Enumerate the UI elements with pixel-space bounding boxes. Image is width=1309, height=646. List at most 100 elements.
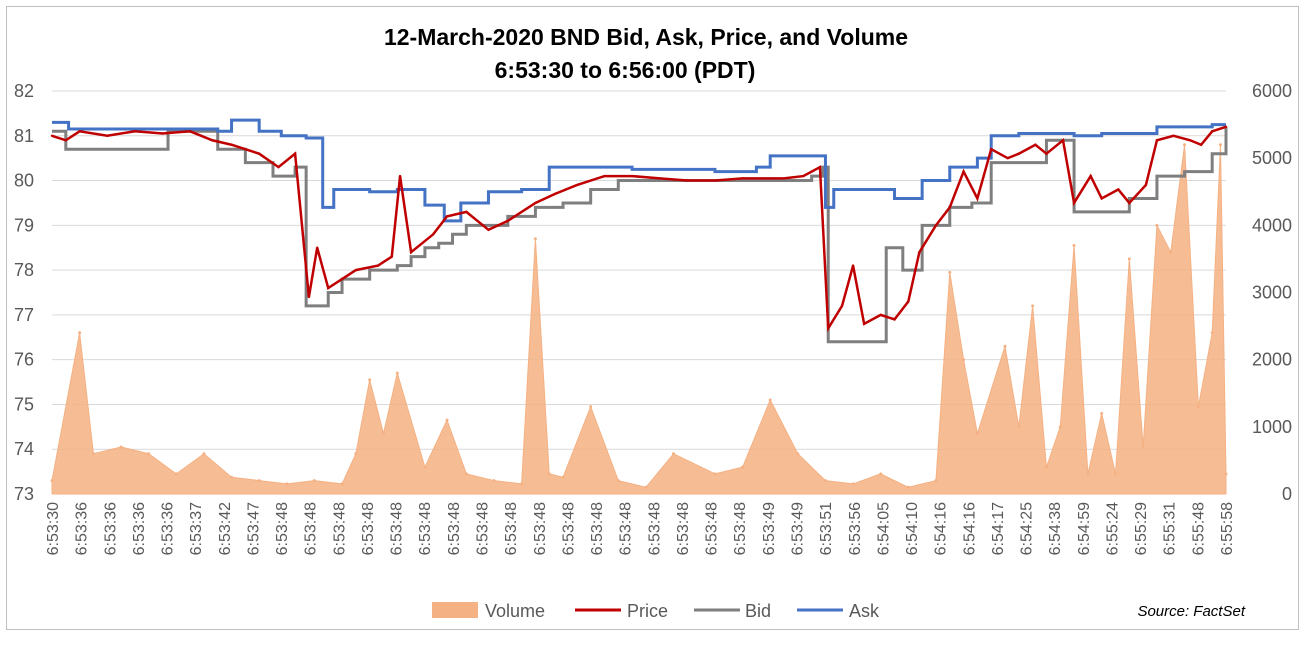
price-point xyxy=(918,251,921,254)
legend-price-label: Price xyxy=(627,601,668,621)
price-point xyxy=(432,233,435,236)
price-point xyxy=(851,264,855,267)
volume-point xyxy=(78,331,82,335)
volume-point xyxy=(851,482,855,486)
price-point xyxy=(1210,130,1214,133)
price-point xyxy=(1117,188,1120,191)
price-point xyxy=(340,277,344,281)
price-point xyxy=(1089,174,1092,178)
volume-point xyxy=(285,482,289,486)
price-point xyxy=(575,183,579,187)
volume-point xyxy=(1210,331,1214,335)
price-point xyxy=(398,174,402,178)
volume-point xyxy=(713,472,717,476)
price-point xyxy=(976,197,979,200)
x-tick-label: 6:53:36 xyxy=(102,502,119,555)
volume-series xyxy=(50,143,1228,495)
price-point xyxy=(106,134,109,137)
volume-point xyxy=(1044,465,1048,469)
price-point xyxy=(827,327,830,330)
price-point xyxy=(658,177,661,180)
price-point xyxy=(840,304,844,308)
volume-point xyxy=(1218,143,1222,147)
volume-point xyxy=(1086,472,1090,476)
x-tick-label: 6:55:48 xyxy=(1190,502,1207,555)
price-point xyxy=(962,170,965,173)
price-point xyxy=(907,300,910,303)
x-tick-label: 6:53:48 xyxy=(303,502,320,555)
volume-point xyxy=(257,479,261,483)
y-axis-right: 6000 5000 4000 3000 2000 1000 0 xyxy=(1252,81,1292,504)
volume-point xyxy=(395,371,399,375)
volume-point xyxy=(423,465,427,469)
price-point xyxy=(934,224,938,227)
volume-point xyxy=(1031,304,1035,308)
x-tick-label: 6:55:29 xyxy=(1133,502,1150,555)
volume-point xyxy=(174,472,178,476)
price-point xyxy=(534,201,537,205)
volume-point xyxy=(381,432,385,436)
volume-point xyxy=(520,482,524,486)
x-tick-label: 6:53:48 xyxy=(446,502,463,555)
volume-point xyxy=(147,452,151,456)
price-point xyxy=(293,152,297,155)
volume-point xyxy=(975,432,979,436)
chart-subtitle: 6:53:30 to 6:56:00 (PDT) xyxy=(495,57,756,83)
price-point xyxy=(64,139,68,142)
x-tick-label: 6:53:48 xyxy=(732,502,749,555)
volume-point xyxy=(368,378,372,382)
x-tick-label: 6:53:48 xyxy=(589,502,606,555)
price-point xyxy=(948,206,951,209)
price-point xyxy=(741,177,744,180)
price-point xyxy=(553,192,556,196)
ask-line xyxy=(52,118,1226,223)
chart-title: 12-March-2020 BND Bid, Ask, Price, and V… xyxy=(384,24,908,50)
price-point xyxy=(465,210,468,214)
volume-point xyxy=(1003,344,1007,348)
price-point xyxy=(277,165,280,169)
volume-point xyxy=(796,452,800,456)
price-point xyxy=(257,152,261,155)
price-point xyxy=(354,268,358,272)
price-point xyxy=(487,228,490,232)
price-point xyxy=(188,130,192,133)
volume-point xyxy=(1100,411,1104,415)
y-left-tick-label: 80 xyxy=(14,171,34,191)
price-point xyxy=(1072,201,1076,205)
y-right-tick-label: 3000 xyxy=(1252,283,1292,303)
price-point xyxy=(1155,139,1159,142)
price-point xyxy=(686,179,689,182)
price-point xyxy=(782,177,786,180)
x-tick-label: 6:53:49 xyxy=(789,502,806,555)
price-point xyxy=(879,313,882,317)
x-tick-label: 6:53:30 xyxy=(45,502,62,555)
x-tick-label: 6:53:48 xyxy=(389,502,406,555)
price-point xyxy=(1172,134,1175,137)
y-axis-left: 82 81 80 79 78 77 76 75 74 73 xyxy=(14,81,34,504)
y-left-tick-label: 82 xyxy=(14,81,34,101)
volume-point xyxy=(91,452,95,456)
y-right-tick-label: 0 xyxy=(1282,484,1292,504)
price-point xyxy=(713,179,717,182)
price-point xyxy=(1006,156,1009,160)
x-tick-label: 6:54:10 xyxy=(904,502,921,555)
volume-point xyxy=(119,445,123,449)
volume-point xyxy=(1169,250,1173,254)
y-left-tick-label: 81 xyxy=(14,126,34,146)
volume-point xyxy=(879,472,883,476)
volume-point xyxy=(547,472,551,476)
x-axis: 6:53:30 6:53:36 6:53:36 6:53:36 6:53:36 6:53:… xyxy=(45,502,1236,555)
price-point xyxy=(1100,197,1103,200)
volume-point xyxy=(768,398,772,402)
volume-point xyxy=(741,465,745,469)
x-tick-label: 6:53:48 xyxy=(646,502,663,555)
x-tick-label: 6:53:48 xyxy=(560,502,577,555)
price-point xyxy=(133,130,137,133)
y-right-tick-label: 2000 xyxy=(1252,350,1292,370)
volume-point xyxy=(589,405,593,409)
y-left-tick-label: 76 xyxy=(14,350,34,370)
volume-point xyxy=(202,452,206,456)
x-tick-label: 6:54:16 xyxy=(933,502,950,555)
price-point xyxy=(376,264,380,267)
